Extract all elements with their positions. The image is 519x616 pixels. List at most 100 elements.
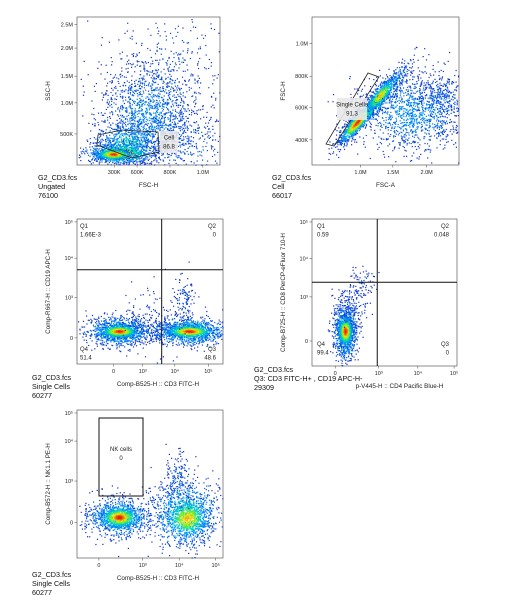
plot-frame [311,16,460,166]
caption-line: G2_CD3.fcs [254,365,294,374]
x-tick-label: 10⁴ [175,562,184,569]
caption-line: 76100 [38,191,58,200]
x-tick-label: 0 [97,563,100,569]
x-tick-label: 10⁴ [171,368,180,375]
quadrant-name: Q2 [441,224,450,230]
y-axis-label: Comp-R667-H :: CD19 APC-H [45,249,52,334]
gate-name: Single Cells [336,103,368,109]
y-tick-label: 2.5M [61,22,74,28]
y-tick-label: 10⁴ [65,255,74,262]
plot-frame [76,409,224,559]
single-cells-gate [325,72,380,147]
caption-line: 29309 [254,383,274,392]
plot-cd3-nk11: NK cells 0 0 10³ 10⁴ 10⁵ 0 10³ 10⁴ 10⁵ Comp-B525-H… [45,409,224,582]
x-tick-label: 1.5M [387,170,400,176]
caption-line: Q3: CD3 FITC-H+ , CD19 APC-H- [254,374,363,383]
quadrant-percent: 99.4 [317,351,329,357]
x-tick-label: 10³ [139,563,147,569]
x-tick-label: 10³ [139,369,147,375]
gate-percent: 91.3 [346,112,358,118]
y-axis-label: SSC-H [45,81,52,101]
x-tick-label: 0 [334,371,337,377]
x-tick-label: 10⁵ [211,562,219,569]
sample-caption: G2_CD3.fcs Ungated 76100 [38,173,77,200]
caption-line: 60277 [32,391,52,400]
caption-line: Single Cells [32,382,70,391]
caption-line: G2_CD3.fcs [32,373,72,382]
plot-fsc-ssc: Cell 86.8 300K 600K 800K 1.0M 500K 1.0M 1.5M 2.0M… [45,16,221,189]
caption-line: Single Cells [32,579,70,588]
x-axis-label: Comp-B525-H :: CD3 FITC-H [117,381,200,388]
quadrant-name: Q3 [208,347,217,353]
quadrant-percent: 0 [213,233,217,239]
x-axis-label: p-V445-H :: CD4 Pacific Blue-H [356,383,444,390]
x-tick-label: 600K [131,170,144,176]
caption-line: G2_CD3.fcs [272,173,312,182]
y-tick-label: 800K [295,74,308,80]
y-axis-label: FSC-H [280,81,287,101]
y-tick-label: 10³ [65,479,73,485]
y-tick-label: 10⁴ [300,256,309,263]
caption-line: G2_CD3.fcs [32,570,72,579]
y-tick-label: 0 [70,520,73,526]
plot-frame [76,218,224,365]
gate-label-box [160,131,178,153]
y-tick-label: 1.0M [61,101,74,107]
quadrant-name: Q2 [208,224,217,230]
quadrant-name: Q1 [80,224,89,230]
y-tick-label: 400K [295,138,308,144]
gate-percent: 0 [119,456,123,462]
x-tick-label: 1.0M [197,170,210,176]
plot-frame [311,218,458,367]
sample-caption: G2_CD3.fcs Q3: CD3 FITC-H+ , CD19 APC-H- 2… [254,365,362,392]
y-axis-label: Comp-B572-H :: NK1.1 PE-H [45,443,52,525]
x-tick-label: 10⁴ [414,370,423,377]
y-tick-label: 0 [305,339,308,345]
y-tick-label: 10⁴ [65,438,74,445]
y-tick-label: 10⁵ [65,410,73,417]
y-tick-label: 10³ [65,295,73,301]
x-tick-label: 300K [108,170,121,176]
y-tick-label: 600K [295,105,308,111]
x-tick-label: 2.0M [421,170,434,176]
x-tick-label: 1.0M [354,170,367,176]
quadrant-name: Q4 [317,342,326,348]
x-tick-label: 10⁵ [450,370,458,377]
x-tick-label: 800K [164,170,177,176]
caption-line: Cell [272,182,285,191]
plot-cd3-cd19: Q1 1.66E-3 Q2 0 Q3 48.6 Q4 51.4 0 10³ 10⁴ 10⁵ 0 10³ 10… [45,218,224,388]
gate-name: NK cells [110,447,132,453]
y-tick-label: 0 [70,336,73,342]
y-tick-label: 1.0M [296,42,309,48]
y-tick-label: 2.0M [61,46,74,52]
quadrant-name: Q1 [317,224,326,230]
quadrant-percent: 0.048 [434,233,450,239]
y-tick-label: 10⁵ [65,219,73,226]
y-tick-label: 10³ [300,295,308,301]
sample-caption: G2_CD3.fcs Single Cells 60277 [32,373,71,400]
caption-line: G2_CD3.fcs [38,173,78,182]
quadrant-percent: 0.59 [317,233,329,239]
gate-name: Cell [164,136,174,142]
y-tick-label: 500K [60,132,73,138]
x-axis-label: FSC-A [376,182,396,189]
cell-gate [96,129,160,159]
y-tick-label: 10⁵ [300,219,308,226]
x-axis-label: Comp-B525-H :: CD3 FITC-H [117,575,200,582]
gate-percent: 86.8 [163,145,175,151]
caption-line: 60277 [32,588,52,597]
plot-cd4-cd8: Q1 0.59 Q2 0.048 Q3 0 Q4 99.4 0 10³ 10⁴ 10⁵ 0 10³ 10⁴ 1… [280,218,458,390]
quadrant-percent: 1.66E-3 [80,233,102,239]
plot-fsca-fsch: Single Cells 91.3 1.0M 1.5M 2.0M 400K 600K 800K… [280,16,460,189]
gate-label-box [337,98,367,120]
y-axis-label: Comp-B725-H :: CD8 PerCP-eFluor 710-H [280,233,287,352]
x-tick-label: 10³ [375,371,383,377]
y-tick-label: 1.5M [61,74,74,80]
x-tick-label: 0 [112,369,115,375]
x-axis-label: FSC-H [139,182,159,189]
nk-cells-gate [98,417,144,497]
quadrant-percent: 48.6 [204,356,216,362]
quadrant-percent: 0 [446,351,450,357]
caption-line: Ungated [38,182,66,191]
